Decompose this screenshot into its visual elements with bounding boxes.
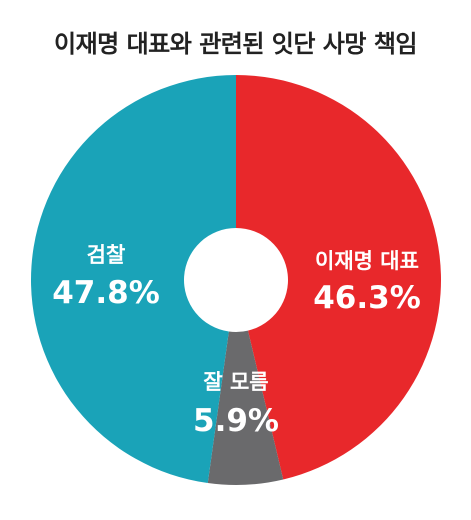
chart-title: 이재명 대표와 관련된 잇단 사망 책임: [54, 30, 417, 58]
slice-prosecution-label: 검찰: [87, 243, 126, 267]
pie-slices: [30, 75, 442, 486]
slice-prosecution: [30, 75, 236, 484]
slice-lee-label: 이재명 대표: [315, 249, 419, 273]
slice-unknown-label: 잘 모름: [203, 370, 268, 394]
slice-lee-value: 46.3%: [313, 280, 421, 316]
slice-unknown: [207, 330, 284, 486]
slice-lee: [236, 75, 442, 480]
slice-prosecution-value: 47.8%: [52, 275, 160, 311]
slice-unknown-value: 5.9%: [193, 403, 279, 439]
slice-labels: 이재명 대표 46.3% 잘 모름 5.9% 검찰 47.8%: [52, 243, 421, 439]
